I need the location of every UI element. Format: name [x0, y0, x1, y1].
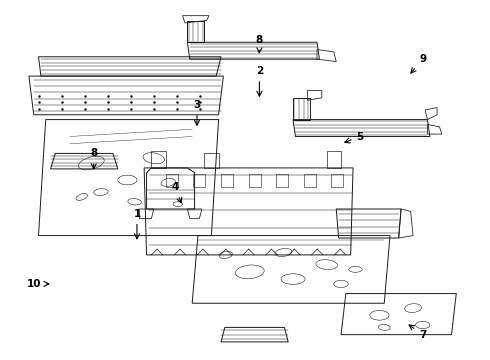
Bar — [194, 174, 205, 187]
Bar — [221, 174, 233, 187]
Text: 3: 3 — [194, 100, 200, 125]
Bar — [166, 174, 178, 187]
Text: 5: 5 — [345, 131, 364, 143]
Text: 4: 4 — [172, 182, 182, 203]
Text: 9: 9 — [411, 54, 426, 73]
Bar — [276, 174, 288, 187]
Text: 2: 2 — [256, 66, 263, 96]
Bar — [331, 174, 343, 187]
Text: 10: 10 — [26, 279, 49, 289]
Text: 7: 7 — [409, 325, 426, 339]
Text: 1: 1 — [133, 209, 141, 239]
Bar — [248, 174, 261, 187]
Text: 8: 8 — [256, 35, 263, 53]
Bar — [304, 174, 316, 187]
Text: 8: 8 — [90, 148, 98, 169]
